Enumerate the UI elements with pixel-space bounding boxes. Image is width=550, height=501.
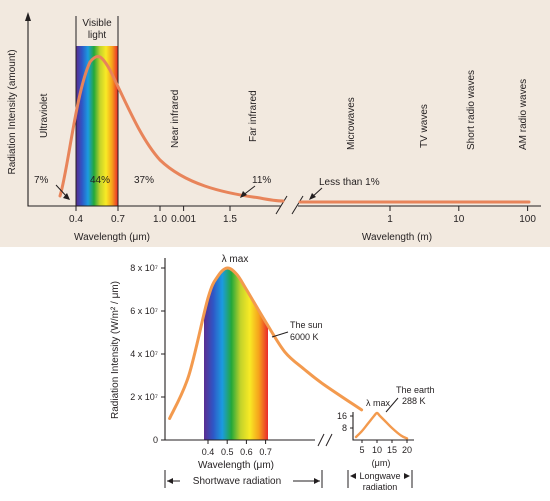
top-axis-left	[27, 18, 281, 207]
visible-label-line-1: Visible	[82, 18, 112, 29]
earth-axes	[352, 412, 414, 441]
band-label-tv-waves: TV waves	[419, 104, 430, 148]
sun-y-tick-label: 4 x 10⁷	[130, 349, 158, 359]
solar-intensity-curve	[58, 54, 285, 203]
sun-x-tick-label: 0.6	[240, 447, 253, 457]
pct-ultraviolet: 7%	[34, 175, 49, 186]
axis-break-mark-1	[275, 195, 288, 215]
shortwave-arrow-left-icon	[167, 478, 173, 484]
pct-microwaves-arrow-icon	[309, 193, 316, 200]
band-label-ultraviolet: Ultraviolet	[39, 93, 50, 138]
earth-label-pointer	[385, 397, 399, 413]
sun-x-tick-label: 0.5	[221, 447, 234, 457]
pct-far-infrared: 11%	[252, 175, 271, 186]
earth-peak-label: λ max	[366, 398, 391, 408]
band-label-near-infrared: Near infrared	[170, 90, 181, 148]
band-label-am-radio-waves: AM radio waves	[518, 79, 529, 150]
top-x-tick-label: 0.7	[111, 214, 125, 225]
top-x-axis-label-right: Wavelength (m)	[362, 232, 432, 243]
sun-y-tick-label: 2 x 10⁷	[130, 392, 158, 402]
sun-y-tick-label: 8 x 10⁷	[130, 263, 158, 273]
longwave-label-line-2: radiation	[363, 482, 398, 492]
sun-x-tick-label: 0.4	[202, 447, 215, 457]
top-x-tick-label: 1.0	[153, 214, 167, 225]
earth-y-tick-label: 8	[342, 423, 347, 433]
band-label-short-radio-waves: Short radio waves	[466, 70, 477, 150]
earth-x-tick-label: 10	[372, 445, 382, 455]
visible-label-line-2: light	[88, 30, 107, 41]
pct-microwaves: Less than 1%	[319, 177, 380, 188]
top-x-tick-label: 0.001	[171, 214, 196, 225]
sun-y-axis-label: Radiation Intensity (W/m² / μm)	[110, 281, 121, 419]
longwave-label-line-1: Longwave	[359, 471, 400, 481]
earth-x-tick-label: 15	[387, 445, 397, 455]
sun-x-tick-label: 0.7	[259, 447, 272, 457]
sun-axis-break-2	[325, 433, 333, 447]
band-label-far-infrared: Far infrared	[248, 90, 259, 142]
top-x-tick-label: 0.4	[69, 214, 83, 225]
longwave-arrow-left-icon	[350, 473, 356, 479]
top-x-tick-label: 10	[453, 214, 465, 225]
earth-y-tick-label: 16	[337, 411, 347, 421]
top-x-tick-label: 1	[387, 214, 393, 225]
y-axis-arrow-icon	[25, 12, 31, 21]
pct-visible: 44%	[90, 175, 110, 186]
pct-ultraviolet-arrow-icon	[63, 193, 70, 200]
shortwave-label: Shortwave radiation	[193, 476, 281, 487]
longwave-arrow-right-icon	[404, 473, 410, 479]
sun-x-axis-label: Wavelength (μm)	[198, 460, 274, 471]
sun-peak-label: λ max	[222, 254, 249, 265]
earth-x-axis-label: (μm)	[372, 458, 391, 468]
sun-axis-break-1	[317, 433, 325, 447]
axis-break-mark-2	[291, 195, 304, 215]
top-x-tick-label: 1.5	[223, 214, 237, 225]
earth-x-tick-label: 5	[359, 445, 364, 455]
sun-label-line-2: 6000 K	[290, 332, 319, 342]
earth-label-line-1: The earth	[396, 385, 435, 395]
shortwave-arrow-right-icon	[314, 478, 320, 484]
pct-near-infrared: 37%	[134, 175, 154, 186]
top-x-tick-label: 100	[519, 214, 536, 225]
sun-intensity-curve	[168, 266, 364, 420]
top-y-axis-label: Radiation Intensity (amount)	[7, 49, 18, 174]
top-x-axis-label-left: Wavelength (μm)	[74, 232, 150, 243]
sun-label-pointer	[271, 331, 289, 338]
sun-y-tick-label: 0	[153, 435, 158, 445]
earth-intensity-curve	[354, 411, 409, 440]
earth-label-line-2: 288 K	[402, 396, 426, 406]
earth-x-tick-label: 20	[402, 445, 412, 455]
sun-y-tick-label: 6 x 10⁷	[130, 306, 158, 316]
pct-far-infrared-arrow-icon	[240, 191, 247, 198]
band-label-microwaves: Microwaves	[346, 97, 357, 150]
sun-label-line-1: The sun	[290, 320, 323, 330]
